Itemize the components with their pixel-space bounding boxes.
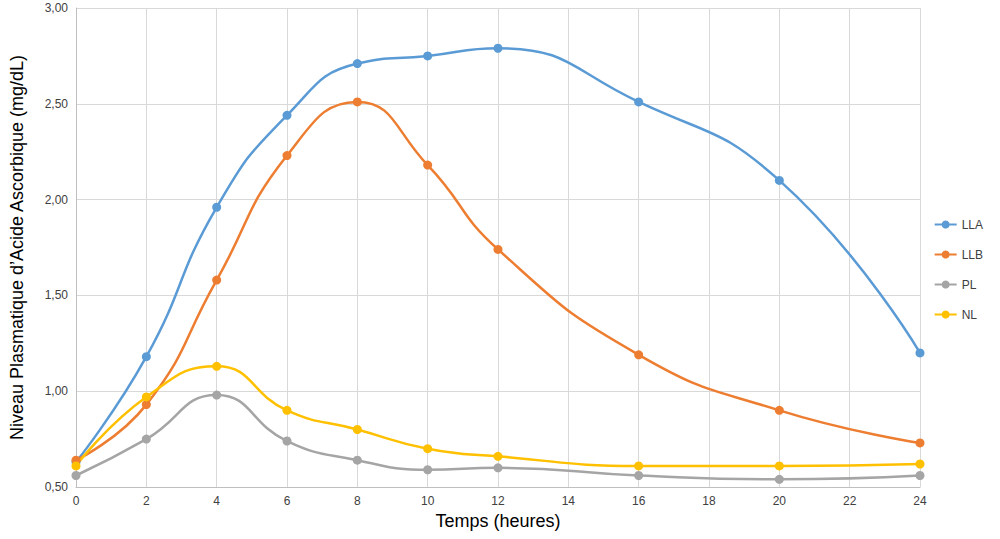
- svg-text:24: 24: [913, 494, 927, 508]
- svg-text:20: 20: [773, 494, 787, 508]
- svg-text:2,50: 2,50: [45, 97, 69, 111]
- svg-text:Temps (heures): Temps (heures): [435, 511, 560, 531]
- svg-text:3,00: 3,00: [45, 1, 69, 15]
- svg-text:4: 4: [213, 494, 220, 508]
- svg-text:22: 22: [843, 494, 857, 508]
- svg-text:10: 10: [421, 494, 435, 508]
- svg-text:12: 12: [491, 494, 505, 508]
- svg-text:NL: NL: [962, 308, 978, 322]
- svg-text:16: 16: [632, 494, 646, 508]
- svg-text:1,50: 1,50: [45, 288, 69, 302]
- svg-text:14: 14: [562, 494, 576, 508]
- svg-text:2,00: 2,00: [45, 193, 69, 207]
- svg-text:LLA: LLA: [962, 218, 983, 232]
- svg-text:1,00: 1,00: [45, 384, 69, 398]
- svg-text:PL: PL: [962, 278, 977, 292]
- svg-text:8: 8: [354, 494, 361, 508]
- svg-text:LLB: LLB: [962, 248, 983, 262]
- svg-text:0: 0: [73, 494, 80, 508]
- svg-text:0,50: 0,50: [45, 480, 69, 494]
- svg-text:2: 2: [143, 494, 150, 508]
- svg-text:18: 18: [702, 494, 716, 508]
- svg-text:6: 6: [284, 494, 291, 508]
- svg-text:Niveau Plasmatique d’Acide Asc: Niveau Plasmatique d’Acide Ascorbique (m…: [7, 55, 27, 440]
